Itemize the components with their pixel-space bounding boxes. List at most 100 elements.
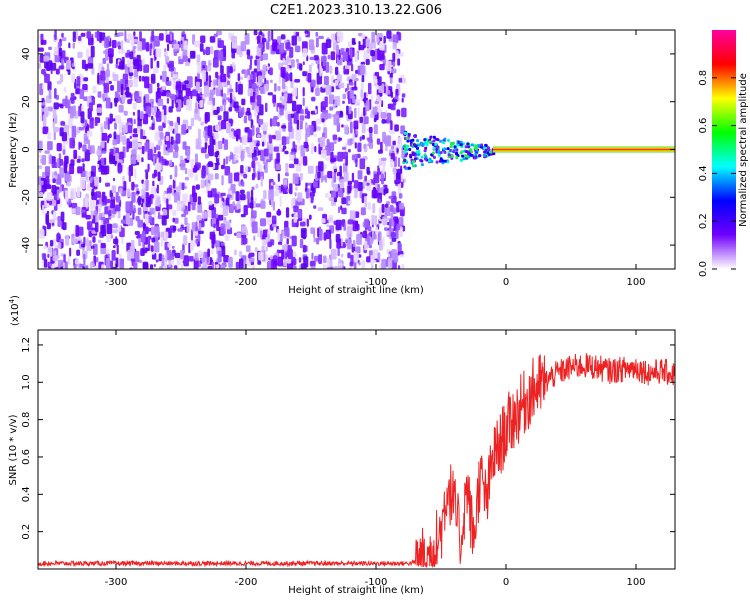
spectrogram-cell — [280, 34, 286, 40]
spectrogram-cell — [179, 155, 184, 161]
spectrogram-cell — [132, 133, 139, 138]
spectrogram-cell — [306, 182, 313, 186]
spectrogram-cell — [228, 107, 233, 112]
spectrogram-cell — [39, 185, 43, 191]
spectrogram-cell — [269, 118, 273, 127]
spectrogram-cell — [338, 82, 345, 89]
spectrogram-cell — [341, 253, 344, 258]
spectrogram-cell — [235, 159, 239, 164]
spectrogram-cell — [375, 84, 379, 90]
spectrogram-cell — [230, 268, 236, 269]
spectrogram-cell — [280, 67, 286, 78]
spectrogram-cell — [373, 75, 377, 84]
spectrogram-cell — [112, 229, 118, 234]
spectrogram-cell — [158, 212, 161, 219]
spectrogram-cell — [437, 153, 441, 157]
spectrogram-cell — [347, 41, 353, 48]
snr-y-tick-label: 1.2 — [21, 337, 32, 353]
spectrogram-cell — [386, 112, 392, 124]
spectrogram-cell — [295, 201, 300, 205]
spectrogram-cell — [355, 77, 359, 82]
spectrogram-cell — [161, 215, 167, 226]
snr-y-tick-label: 0.8 — [21, 412, 32, 428]
spectrogram-cell — [208, 145, 214, 157]
spectrogram-cell — [306, 218, 309, 227]
spectrogram-cell — [377, 252, 381, 261]
spectrogram-cell — [251, 173, 255, 181]
spectrogram-cell — [165, 252, 168, 262]
spectrogram-cell — [292, 141, 296, 149]
spectrogram-cell — [246, 55, 253, 60]
spectrogram-cell — [266, 211, 272, 218]
colorbar-tick-label: 0.2 — [698, 213, 709, 229]
spectrogram-cell — [392, 167, 397, 175]
spectrogram-cell — [329, 106, 334, 111]
spectrogram-cell — [198, 222, 202, 231]
spectrogram-cell — [263, 190, 267, 200]
spectrogram-cell — [68, 42, 71, 49]
spectrogram-cell — [295, 58, 300, 63]
spectrogram-cell — [318, 161, 324, 172]
spectrogram-cell — [65, 234, 70, 246]
spectrogram-cell — [273, 102, 276, 107]
spectrogram-cell — [180, 249, 185, 260]
spectrogram-cell — [323, 255, 327, 264]
spectrogram-cell — [161, 254, 165, 267]
spectrogram-cell — [364, 218, 370, 228]
spectrogram-cell — [73, 149, 78, 160]
spectrogram-cell — [122, 124, 128, 134]
spectrogram-cell — [147, 235, 152, 240]
spectrogram-cell — [198, 235, 201, 242]
spectrogram-cell — [70, 92, 75, 104]
spectrogram-cell — [319, 65, 322, 77]
spectrogram-cell — [59, 185, 63, 193]
spectrogram-cell — [267, 241, 272, 248]
spectrogram-cell — [366, 256, 371, 263]
spectrogram-cell — [346, 226, 353, 238]
spectrogram-cell — [126, 125, 133, 134]
spectrogram-cell — [456, 143, 460, 147]
spectrogram-cell — [327, 54, 331, 60]
snr-y-label: SNR (10 * v/v) — [8, 414, 19, 485]
spectrogram-cell — [96, 150, 102, 156]
spectrogram-cell — [101, 224, 107, 237]
spectrogram-cell — [183, 235, 188, 246]
spectrogram-cell — [401, 93, 406, 98]
spectrogram-cell — [296, 104, 302, 114]
spectrogram-cell — [389, 218, 392, 230]
spectrogram-cell — [295, 31, 300, 37]
spectrogram-cell — [84, 149, 90, 162]
spectrogram-cell — [159, 132, 164, 140]
spectrogram-cell — [469, 153, 473, 157]
spectrogram-cell — [174, 165, 178, 178]
spectrogram-cell — [61, 132, 67, 142]
spectrogram-cell — [401, 97, 404, 103]
spectrogram-cell — [140, 128, 143, 140]
spectrogram-cell — [249, 74, 254, 81]
spectrogram-cell — [42, 84, 45, 90]
spectrogram-cell — [156, 144, 161, 151]
spectrogram-cell — [214, 173, 219, 180]
spectrogram-cell — [325, 85, 332, 96]
spectrogram-cell — [420, 155, 424, 159]
spectrogram-cell — [293, 205, 299, 213]
spectrogram-cell — [214, 151, 219, 158]
spectrogram-cell — [117, 166, 122, 174]
spectrogram-cell — [94, 116, 98, 127]
spectrogram-cell — [108, 80, 112, 85]
spectrogram-cell — [138, 75, 142, 82]
spectrogram-cell — [114, 99, 118, 107]
spectrogram-cell — [45, 214, 49, 225]
spectrogram-cell — [67, 256, 71, 265]
spectrogram-cell — [112, 223, 118, 229]
spectrogram-cell — [56, 189, 60, 201]
spectrogram-cell — [266, 41, 270, 50]
spectrogram-cell — [290, 79, 294, 89]
spectrogram-cell — [87, 183, 91, 191]
spectrogram-cell — [156, 206, 160, 211]
spectrogram-cell — [299, 221, 306, 227]
spectrogram-cell — [353, 180, 359, 189]
spectrogram-cell — [333, 266, 340, 269]
spectrogram-cell — [236, 232, 241, 239]
spectrogram-cell — [300, 109, 304, 115]
